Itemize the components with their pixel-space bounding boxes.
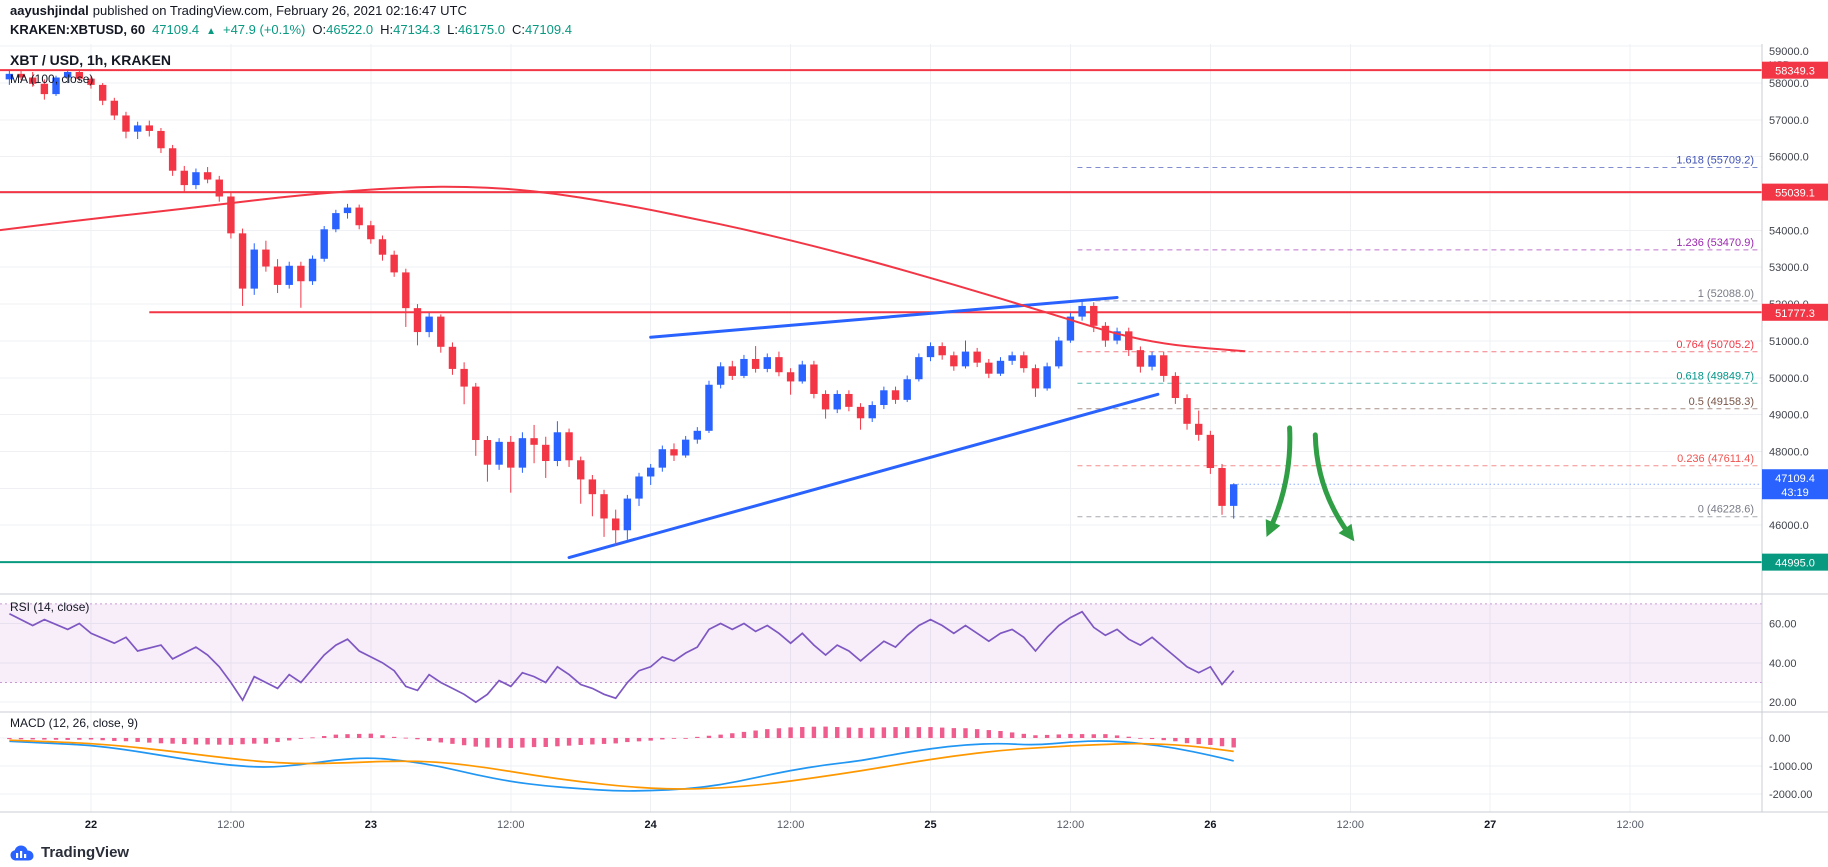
tradingview-logo-icon xyxy=(10,845,34,860)
fib-retracement[interactable]: 1.618 (55709.2) 1.236 (53470.9) 1 (52088.0… xyxy=(1077,154,1762,518)
svg-text:40.00: 40.00 xyxy=(1769,658,1797,670)
symbol-info-row: KRAKEN:XBTUSD, 60 47109.4 ▲ +47.9 (+0.1%… xyxy=(10,22,572,37)
price-badge xyxy=(1762,61,1828,79)
svg-text:22: 22 xyxy=(85,819,97,831)
tradingview-branding[interactable]: TradingView xyxy=(10,844,129,861)
svg-text:12:00: 12:00 xyxy=(217,819,245,831)
grid xyxy=(0,44,1762,812)
svg-text:12:00: 12:00 xyxy=(1616,819,1644,831)
svg-text:46000.0: 46000.0 xyxy=(1769,520,1809,532)
svg-text:58000.0: 58000.0 xyxy=(1769,78,1809,90)
svg-text:23: 23 xyxy=(365,819,377,831)
fib-level-label: 1 (52088.0) xyxy=(1698,288,1754,300)
price-change: +47.9 (+0.1%) xyxy=(222,22,306,37)
svg-text:48000.0: 48000.0 xyxy=(1769,446,1809,458)
chart-canvas[interactable]: 1.618 (55709.2) 1.236 (53470.9) 1 (52088.0… xyxy=(0,44,1828,835)
author-name: aayushjindal xyxy=(10,3,89,18)
byline: aayushjindal published on TradingView.com… xyxy=(10,3,467,18)
fib-level-label: 0.236 (47611.4) xyxy=(1677,453,1754,465)
rsi-line[interactable] xyxy=(9,610,1235,704)
candle-series xyxy=(5,70,1238,546)
svg-text:27: 27 xyxy=(1484,819,1496,831)
svg-text:-2000.00: -2000.00 xyxy=(1769,789,1812,801)
svg-text:12:00: 12:00 xyxy=(777,819,805,831)
macd-histogram xyxy=(7,726,1236,749)
svg-text:20.00: 20.00 xyxy=(1769,697,1797,709)
ma-100-line[interactable] xyxy=(0,185,1246,353)
macd-line xyxy=(9,740,1234,792)
svg-text:56000.0: 56000.0 xyxy=(1769,152,1809,164)
svg-text:55039.1: 55039.1 xyxy=(1775,188,1815,200)
fib-level-label: 1.618 (55709.2) xyxy=(1676,154,1754,166)
arrow-head xyxy=(1338,523,1355,542)
svg-text:-1000.00: -1000.00 xyxy=(1769,761,1812,773)
brand-name: TradingView xyxy=(41,844,130,861)
change-up-arrow-icon: ▲ xyxy=(206,26,216,37)
svg-text:12:00: 12:00 xyxy=(497,819,525,831)
price-badge xyxy=(1762,183,1828,201)
drawn-arrow[interactable] xyxy=(1268,425,1293,530)
last-price: 47109.4 xyxy=(152,22,200,37)
macd-signal-line xyxy=(9,739,1234,790)
svg-text:57000.0: 57000.0 xyxy=(1769,115,1809,127)
time-axis[interactable]: 22 12:00 23 12:00 24 12:00 25 12:00 26 12:00 27 12:… xyxy=(85,819,1644,831)
svg-text:43:19: 43:19 xyxy=(1781,487,1809,499)
fib-level-label: 0.764 (50705.2) xyxy=(1676,339,1754,351)
fib-level-label: 0.618 (49849.7) xyxy=(1676,370,1754,382)
svg-text:53000.0: 53000.0 xyxy=(1769,262,1809,274)
ohlc-high: H:47134.3 xyxy=(380,22,441,37)
ohlc-close: C:47109.4 xyxy=(511,22,572,37)
fib-level-label: 0 (46228.6) xyxy=(1698,504,1754,516)
svg-text:54000.0: 54000.0 xyxy=(1769,225,1809,237)
trend-line[interactable] xyxy=(567,392,1160,560)
svg-text:58349.3: 58349.3 xyxy=(1775,66,1815,78)
svg-text:26: 26 xyxy=(1204,819,1216,831)
published-text: published on TradingView.com, February 2… xyxy=(92,3,467,18)
ohlc-low: L:46175.0 xyxy=(447,22,505,37)
svg-text:12:00: 12:00 xyxy=(1337,819,1365,831)
trend-line[interactable] xyxy=(649,295,1119,339)
arrow-head xyxy=(1265,519,1281,537)
price-axis[interactable]: 59000.0USD58000.057000.056000.055000.054… xyxy=(1762,46,1828,801)
svg-text:50000.0: 50000.0 xyxy=(1769,373,1809,385)
fib-level-label: 1.236 (53470.9) xyxy=(1676,237,1754,249)
drawn-arrow[interactable] xyxy=(1312,432,1351,535)
price-badge xyxy=(1762,469,1828,500)
svg-text:51777.3: 51777.3 xyxy=(1775,308,1815,320)
ohlc-open: O:46522.0 xyxy=(312,22,374,37)
svg-text:0.00: 0.00 xyxy=(1769,733,1790,745)
fib-level-label: 0.5 (49158.3) xyxy=(1689,396,1754,408)
svg-text:59000.0: 59000.0 xyxy=(1769,46,1809,58)
svg-text:47109.4: 47109.4 xyxy=(1775,473,1815,485)
price-badge xyxy=(1762,303,1828,321)
svg-text:25: 25 xyxy=(924,819,936,831)
svg-text:51000.0: 51000.0 xyxy=(1769,336,1809,348)
svg-text:49000.0: 49000.0 xyxy=(1769,410,1809,422)
svg-text:12:00: 12:00 xyxy=(1057,819,1085,831)
price-badge xyxy=(1762,553,1828,571)
svg-text:24: 24 xyxy=(645,819,658,831)
symbol-name: KRAKEN:XBTUSD, 60 xyxy=(10,22,146,37)
svg-text:44995.0: 44995.0 xyxy=(1775,558,1815,570)
svg-text:60.00: 60.00 xyxy=(1769,619,1797,631)
